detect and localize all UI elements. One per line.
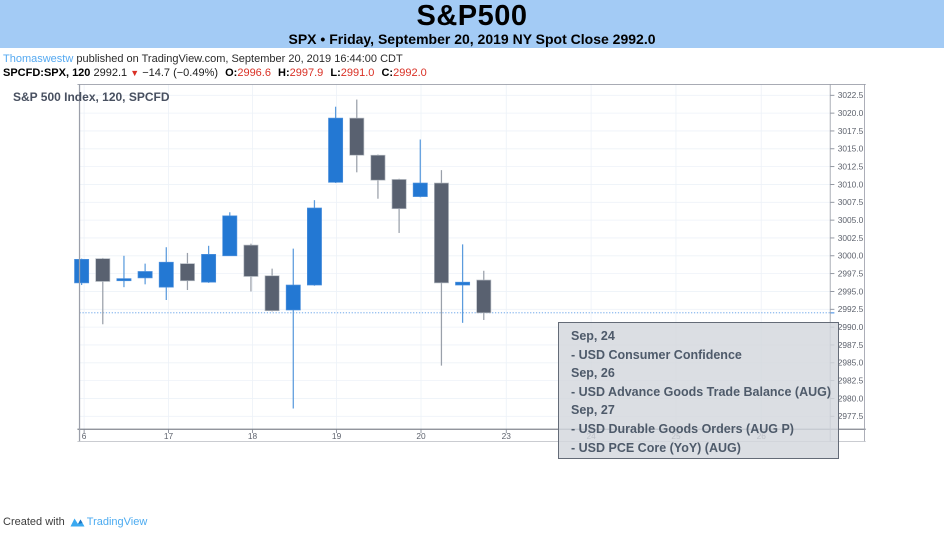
- ticker-last: 2992.1: [93, 67, 128, 79]
- x-tick-label: 17: [164, 431, 174, 441]
- y-tick-label: 2992.5: [838, 304, 864, 314]
- close-label: C:: [381, 67, 394, 79]
- ticker-line: SPCFD:SPX, 120 2992.1 ▼ −14.7 (−0.49%) O…: [3, 67, 427, 79]
- y-tick-label: 3020.0: [838, 108, 864, 118]
- candle-body-up: [116, 278, 132, 282]
- candlestick-chart: 3022.5 3020.0 3017.5 3015.0 3012.5 3010.0 3007…: [74, 84, 866, 442]
- tradingview-logo-icon: [70, 518, 85, 527]
- down-arrow-icon: ▼: [130, 68, 140, 78]
- author-link[interactable]: Thomaswestw: [3, 53, 74, 65]
- candle-body-up: [328, 117, 344, 183]
- event-line: Sep, 26: [571, 366, 615, 381]
- y-tick-label: 2985.0: [838, 358, 864, 368]
- low-label: L:: [330, 67, 341, 79]
- candle-body-up: [285, 284, 301, 311]
- event-line: - USD PCE Core (YoY) (AUG): [571, 440, 741, 455]
- candle-body-up: [74, 259, 90, 284]
- x-tick-label: 18: [248, 431, 258, 441]
- y-tick-label: 3015.0: [838, 144, 864, 154]
- y-tick-label: 3017.5: [838, 126, 864, 136]
- candle-body-down: [264, 275, 280, 312]
- candle-body-up: [201, 254, 217, 283]
- y-tick-label: 3022.5: [838, 90, 864, 100]
- open-value: 2996.6: [237, 67, 271, 79]
- candle-body-down: [95, 258, 111, 282]
- candle-body-down: [433, 182, 449, 284]
- y-tick-label: 2995.0: [838, 286, 864, 296]
- high-label: H:: [278, 67, 290, 79]
- y-tick-label: 3012.5: [838, 162, 864, 172]
- event-line: - USD Durable Goods Orders (AUG P): [571, 421, 794, 436]
- y-tick-label: 3007.5: [838, 197, 864, 207]
- event-line: - USD Advance Goods Trade Balance (AUG): [571, 384, 832, 399]
- candle-body-up: [455, 281, 471, 286]
- y-tick-label: 2980.0: [838, 393, 864, 403]
- candle-body-up: [307, 207, 322, 286]
- chart-symbol-label: S&P 500 Index, 120, SPCFD: [13, 90, 170, 104]
- close-value: 2992.0: [393, 67, 427, 79]
- candle-body-up: [137, 271, 153, 279]
- x-tick-label: 23: [502, 431, 512, 441]
- candle-body-down: [370, 154, 386, 181]
- candle-body-down: [180, 263, 195, 282]
- candle-body-up: [158, 261, 174, 288]
- candle-body-down: [243, 244, 259, 277]
- y-tick-label: 2987.5: [838, 340, 864, 350]
- chart-header: S&P500 SPX • Friday, September 20, 2019 …: [0, 0, 944, 48]
- event-line: - USD Consumer Confidence: [571, 347, 742, 362]
- event-line: Sep, 24: [571, 329, 615, 343]
- ticker-symbol: SPCFD:SPX, 120: [3, 67, 91, 79]
- open-label: O:: [225, 67, 238, 79]
- y-tick-label: 3005.0: [838, 215, 864, 225]
- y-tick-label: 2977.5: [838, 411, 864, 421]
- tradingview-brand-link[interactable]: TradingView: [86, 516, 148, 528]
- page-subtitle: SPX • Friday, September 20, 2019 NY Spot…: [288, 31, 656, 47]
- y-tick-label: 2982.5: [838, 376, 864, 386]
- y-tick-label: 3010.0: [838, 179, 864, 189]
- ticker-change: −14.7 (−0.49%): [142, 67, 219, 79]
- low-value: 2991.0: [340, 67, 375, 79]
- high-value: 2997.9: [289, 67, 324, 79]
- y-tick-label: 3000.0: [838, 251, 864, 261]
- footer-text: Created with: [3, 516, 65, 528]
- footer: Created with TradingView: [3, 516, 147, 528]
- y-tick-label: 2990.0: [838, 322, 864, 332]
- y-tick-label: 2997.5: [838, 269, 864, 279]
- economic-events-box: Sep, 24 - USD Consumer Confidence Sep, 2…: [558, 322, 839, 459]
- candle-body-up: [412, 182, 428, 197]
- y-tick-label: 3002.5: [838, 233, 864, 243]
- candle-body-down: [349, 117, 365, 156]
- candle-body-up: [222, 215, 238, 257]
- x-tick-label: 20: [416, 431, 426, 441]
- event-line: Sep, 27: [571, 403, 615, 418]
- page-title: S&P500: [416, 0, 528, 32]
- x-tick-label: 19: [332, 431, 342, 441]
- candle-body-down: [391, 179, 407, 210]
- byline: Thomaswestw published on TradingView.com…: [3, 53, 403, 65]
- byline-text: published on TradingView.com, September …: [73, 53, 403, 65]
- candle-body-down: [476, 279, 492, 314]
- x-tick-label: 6: [82, 431, 87, 441]
